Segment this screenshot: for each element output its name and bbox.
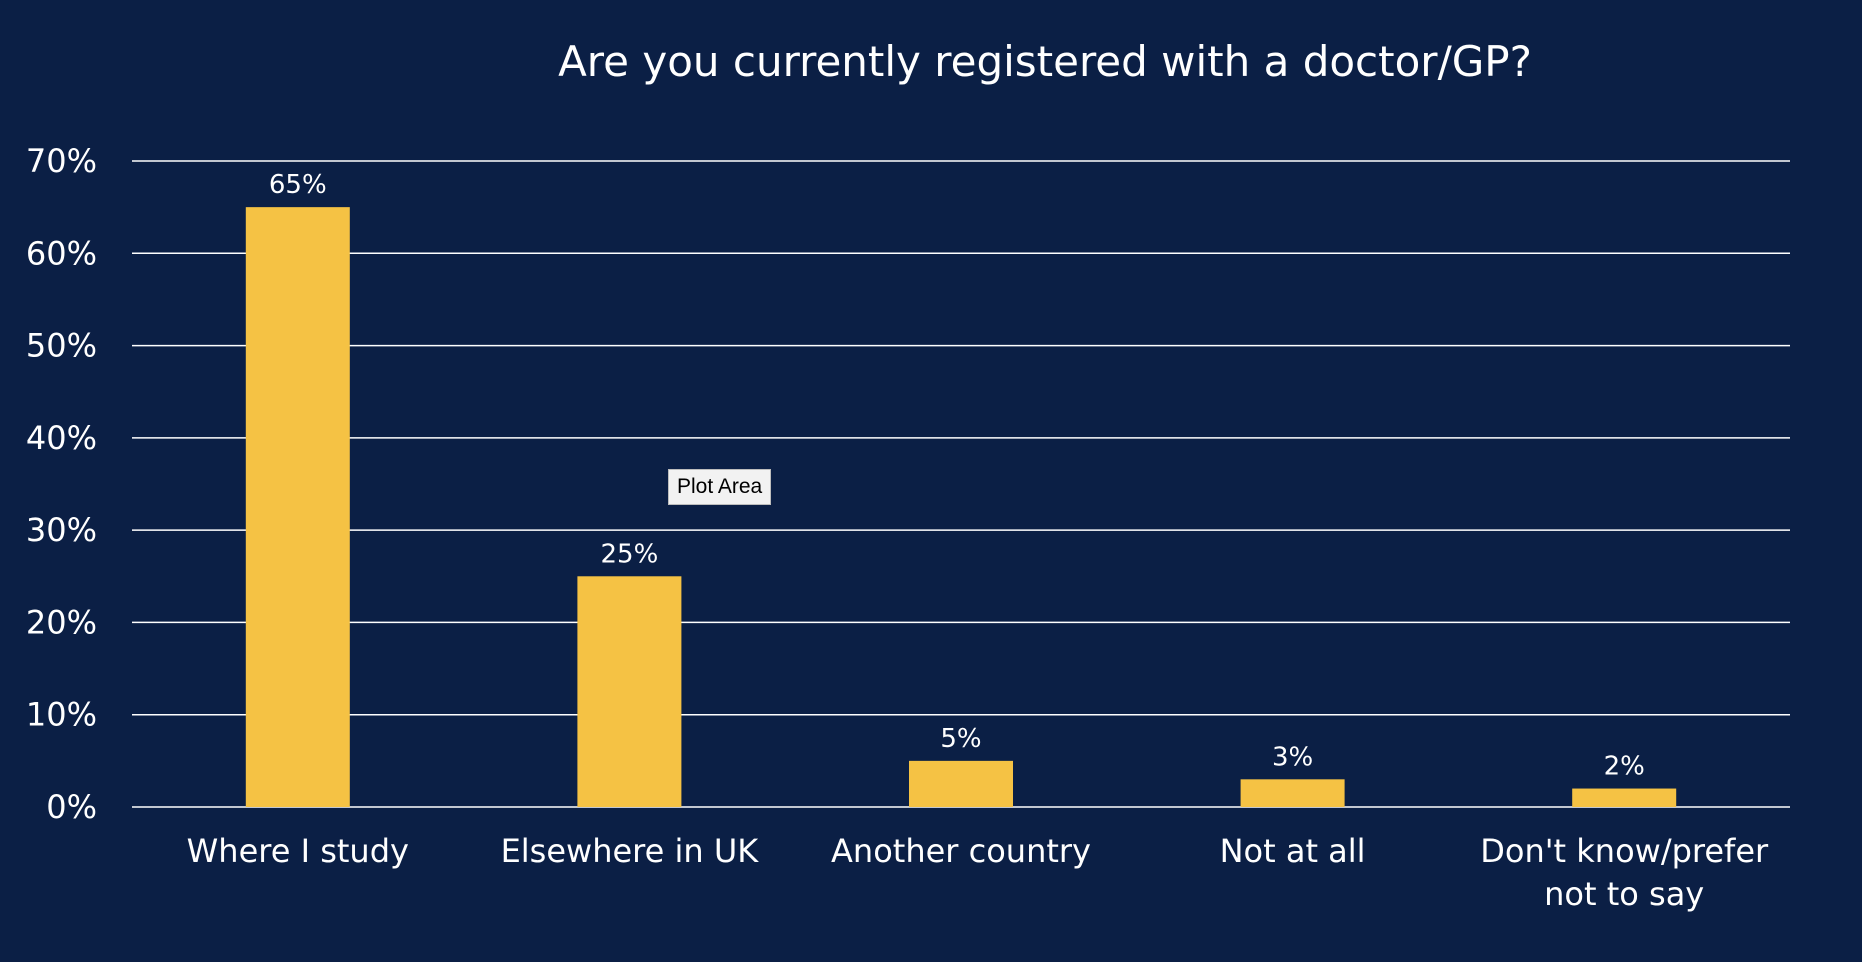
- chart-title: Are you currently registered with a doct…: [558, 37, 1532, 86]
- bar[interactable]: [1240, 779, 1345, 807]
- bar[interactable]: [909, 760, 1013, 807]
- x-tick-label-line: Another country: [831, 832, 1091, 870]
- y-tick-label: 0%: [46, 788, 97, 826]
- x-tick-label-line: Not at all: [1220, 832, 1366, 870]
- bar[interactable]: [577, 576, 682, 807]
- bar[interactable]: [1572, 788, 1677, 807]
- x-tick-label-line: Where I study: [187, 832, 409, 870]
- y-axis: 0% 10% 20% 30% 40% 50% 60% 70%: [26, 142, 97, 826]
- x-tick-label: Another country: [831, 832, 1091, 870]
- x-tick-label: Don't know/prefer not to say: [1480, 832, 1769, 913]
- y-tick-label: 60%: [26, 234, 97, 272]
- y-tick-label: 10%: [26, 696, 97, 734]
- y-tick-label: 30%: [26, 511, 97, 549]
- data-labels: 65% 25% 5% 3% 2%: [269, 170, 1645, 781]
- y-tick-label: 40%: [26, 419, 97, 457]
- data-label: 65%: [269, 170, 327, 200]
- x-tick-label-line: Elsewhere in UK: [501, 832, 760, 870]
- bars: [245, 207, 1677, 808]
- x-tick-label-line: Don't know/prefer: [1480, 832, 1769, 870]
- y-tick-label: 70%: [26, 142, 97, 180]
- y-tick-label: 50%: [26, 327, 97, 365]
- y-tick-label: 20%: [26, 603, 97, 641]
- x-tick-label-line: not to say: [1544, 875, 1704, 913]
- x-tick-label: Not at all: [1220, 832, 1366, 870]
- data-label: 5%: [940, 724, 981, 754]
- x-tick-label: Where I study: [187, 832, 409, 870]
- x-tick-label: Elsewhere in UK: [501, 832, 760, 870]
- data-label: 25%: [601, 539, 659, 569]
- x-axis: Where I study Elsewhere in UK Another coun…: [187, 832, 1769, 913]
- bar[interactable]: [245, 207, 350, 808]
- gridlines: [132, 160, 1790, 808]
- plot-area-tooltip: Plot Area: [668, 469, 772, 505]
- data-label: 3%: [1272, 742, 1313, 772]
- data-label: 2%: [1604, 752, 1645, 782]
